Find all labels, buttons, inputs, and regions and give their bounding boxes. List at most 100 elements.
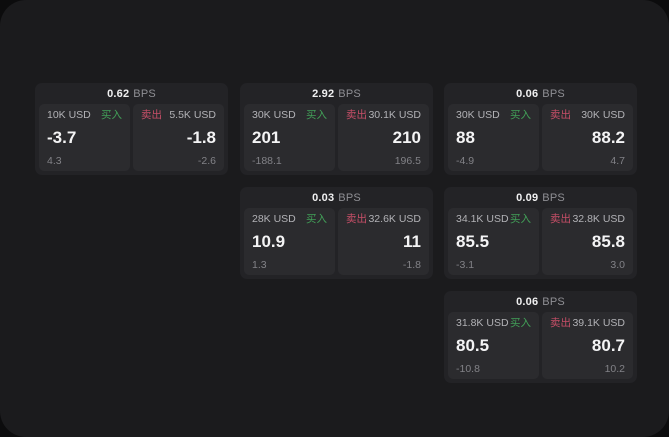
sell-panel-top: 卖出 5.5K USD — [141, 110, 216, 121]
sell-delta: 10.2 — [604, 362, 625, 375]
sell-panel-top: 卖出 30.1K USD — [346, 110, 421, 121]
sell-amount: 32.8K USD — [572, 213, 625, 225]
sell-price: 11 — [403, 231, 421, 251]
buy-side-label: 买入 — [306, 213, 327, 225]
buy-price: 10.9 — [252, 231, 286, 251]
sell-side-label: 卖出 — [346, 109, 367, 121]
buy-panel[interactable]: 34.1K USD 买入 85.5 -3.1 — [448, 208, 539, 275]
buy-amount: 28K USD — [252, 213, 296, 225]
quote-panels: 34.1K USD 买入 85.5 -3.1 卖出 32.8K USD 85.8… — [448, 208, 633, 275]
sell-price: 210 — [392, 127, 421, 147]
sell-price: 80.7 — [591, 335, 625, 355]
buy-price: 88 — [456, 127, 475, 147]
buy-price: 85.5 — [456, 231, 490, 251]
sell-panel[interactable]: 卖出 32.6K USD 11 -1.8 — [338, 208, 429, 275]
sell-price: 85.8 — [591, 231, 625, 251]
buy-amount: 30K USD — [456, 109, 500, 121]
sell-side-label: 卖出 — [550, 317, 571, 329]
bps-unit-label: BPS — [542, 295, 565, 308]
quote-panels: 30K USD 买入 201 -188.1 卖出 30.1K USD 210 1… — [244, 104, 429, 171]
quote-panels: 28K USD 买入 10.9 1.3 卖出 32.6K USD 11 -1.8 — [244, 208, 429, 275]
quote-panels: 31.8K USD 买入 80.5 -10.8 卖出 39.1K USD 80.… — [448, 312, 633, 379]
spread-header: 0.62 BPS — [39, 83, 224, 104]
spread-header: 0.06 BPS — [448, 291, 633, 312]
sell-price: -1.8 — [186, 127, 216, 147]
bps-unit-label: BPS — [338, 191, 361, 204]
sell-side-label: 卖出 — [346, 213, 367, 225]
sell-side-label: 卖出 — [550, 213, 571, 225]
buy-panel[interactable]: 10K USD 买入 -3.7 4.3 — [39, 104, 130, 171]
sell-panel[interactable]: 卖出 39.1K USD 80.7 10.2 — [542, 312, 633, 379]
buy-delta: -4.9 — [456, 154, 475, 167]
sell-panel-top: 卖出 39.1K USD — [550, 318, 625, 329]
spread-value: 0.62 — [107, 87, 130, 100]
sell-panel-top: 卖出 30K USD — [550, 110, 625, 121]
buy-delta: -3.1 — [456, 258, 475, 271]
sell-side-label: 卖出 — [550, 109, 571, 121]
sell-panel[interactable]: 卖出 5.5K USD -1.8 -2.6 — [133, 104, 224, 171]
sell-amount: 32.6K USD — [368, 213, 421, 225]
sell-amount: 30K USD — [581, 109, 625, 121]
buy-amount: 34.1K USD — [456, 213, 509, 225]
sell-delta: -1.8 — [402, 258, 421, 271]
buy-amount: 31.8K USD — [456, 317, 509, 329]
buy-delta: -188.1 — [252, 154, 282, 167]
buy-amount: 30K USD — [252, 109, 296, 121]
spread-value: 0.06 — [516, 295, 539, 308]
quote-panels: 30K USD 买入 88 -4.9 卖出 30K USD 88.2 4.7 — [448, 104, 633, 171]
spread-value: 0.09 — [516, 191, 539, 204]
buy-amount: 10K USD — [47, 109, 91, 121]
bps-unit-label: BPS — [542, 191, 565, 204]
sell-delta: 196.5 — [394, 154, 421, 167]
sell-delta: 3.0 — [610, 258, 625, 271]
sell-delta: 4.7 — [610, 154, 625, 167]
spread-header: 0.06 BPS — [448, 83, 633, 104]
sell-amount: 39.1K USD — [572, 317, 625, 329]
quote-panels: 10K USD 买入 -3.7 4.3 卖出 5.5K USD -1.8 -2.… — [39, 104, 224, 171]
sell-amount: 5.5K USD — [169, 109, 216, 121]
buy-panel[interactable]: 31.8K USD 买入 80.5 -10.8 — [448, 312, 539, 379]
buy-side-label: 买入 — [510, 317, 531, 329]
sell-panel[interactable]: 卖出 30.1K USD 210 196.5 — [338, 104, 429, 171]
quote-card: 0.06 BPS 30K USD 买入 88 -4.9 卖出 30K USD 8… — [444, 83, 637, 175]
quote-card: 0.62 BPS 10K USD 买入 -3.7 4.3 卖出 5.5K USD… — [35, 83, 228, 175]
bps-unit-label: BPS — [542, 87, 565, 100]
quote-card: 2.92 BPS 30K USD 买入 201 -188.1 卖出 30.1K … — [240, 83, 433, 175]
buy-price: 201 — [252, 127, 281, 147]
buy-panel-top: 31.8K USD 买入 — [456, 318, 531, 329]
spread-header: 0.03 BPS — [244, 187, 429, 208]
buy-panel[interactable]: 30K USD 买入 88 -4.9 — [448, 104, 539, 171]
buy-panel-top: 34.1K USD 买入 — [456, 214, 531, 225]
buy-price: 80.5 — [456, 335, 490, 355]
quote-card: 0.03 BPS 28K USD 买入 10.9 1.3 卖出 32.6K US… — [240, 187, 433, 279]
buy-side-label: 买入 — [510, 109, 531, 121]
buy-panel-top: 30K USD 买入 — [252, 110, 327, 121]
spread-header: 2.92 BPS — [244, 83, 429, 104]
buy-panel[interactable]: 28K USD 买入 10.9 1.3 — [244, 208, 335, 275]
buy-side-label: 买入 — [306, 109, 327, 121]
sell-panel[interactable]: 卖出 32.8K USD 85.8 3.0 — [542, 208, 633, 275]
spread-header: 0.09 BPS — [448, 187, 633, 208]
sell-panel-top: 卖出 32.6K USD — [346, 214, 421, 225]
buy-delta: -10.8 — [456, 362, 480, 375]
spread-value: 0.06 — [516, 87, 539, 100]
bps-unit-label: BPS — [338, 87, 361, 100]
buy-delta: 1.3 — [252, 258, 267, 271]
buy-delta: 4.3 — [47, 154, 62, 167]
buy-side-label: 买入 — [510, 213, 531, 225]
buy-panel[interactable]: 30K USD 买入 201 -188.1 — [244, 104, 335, 171]
sell-panel[interactable]: 卖出 30K USD 88.2 4.7 — [542, 104, 633, 171]
buy-panel-top: 28K USD 买入 — [252, 214, 327, 225]
buy-side-label: 买入 — [101, 109, 122, 121]
bps-unit-label: BPS — [133, 87, 156, 100]
quote-card: 0.09 BPS 34.1K USD 买入 85.5 -3.1 卖出 32.8K… — [444, 187, 637, 279]
sell-panel-top: 卖出 32.8K USD — [550, 214, 625, 225]
spread-value: 0.03 — [312, 191, 335, 204]
buy-panel-top: 10K USD 买入 — [47, 110, 122, 121]
sell-price: 88.2 — [591, 127, 625, 147]
sell-delta: -2.6 — [197, 154, 216, 167]
quote-card: 0.06 BPS 31.8K USD 买入 80.5 -10.8 卖出 39.1… — [444, 291, 637, 383]
sell-amount: 30.1K USD — [368, 109, 421, 121]
spread-value: 2.92 — [312, 87, 335, 100]
